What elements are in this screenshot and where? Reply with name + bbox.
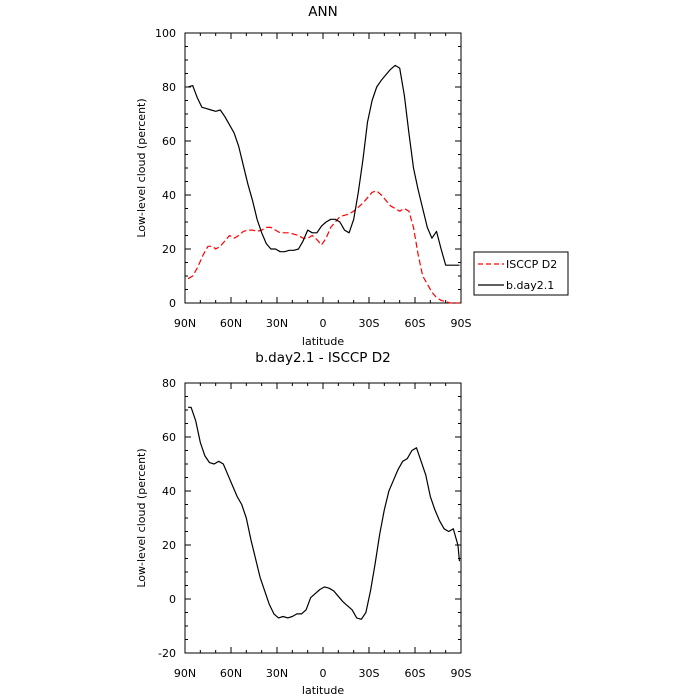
plot-frame <box>184 382 462 654</box>
top-panel-ylabel: Low-level cloud (percent) <box>135 98 148 237</box>
x-tick-label: 60S <box>405 317 426 330</box>
legend: ISCCP D2 b.day2.1 <box>473 251 569 296</box>
y-tick-label: -20 <box>158 647 176 660</box>
y-tick-label: 80 <box>162 377 176 390</box>
bottom-panel-xlabel: latitude <box>302 684 344 697</box>
x-tick-label: 30S <box>359 667 380 680</box>
legend-label-isccp: ISCCP D2 <box>506 258 557 271</box>
bottom-panel: b.day2.1 - ISCCP D2 Low-level cloud (per… <box>135 350 472 697</box>
bottom-panel-title: b.day2.1 - ISCCP D2 <box>255 350 390 366</box>
series-line-isccp-d2 <box>187 190 460 304</box>
bottom-panel-ylabel: Low-level cloud (percent) <box>135 448 148 587</box>
legend-label-bday: b.day2.1 <box>506 279 554 292</box>
x-tick-label: 30N <box>266 317 288 330</box>
y-tick-label: 20 <box>162 243 176 256</box>
x-tick-label: 30N <box>266 667 288 680</box>
top-panel-title: ANN <box>308 4 337 20</box>
y-tick-label: 0 <box>169 593 176 606</box>
y-tick-label: 60 <box>162 135 176 148</box>
x-tick-label: 90S <box>451 317 472 330</box>
y-tick-label: 40 <box>162 485 176 498</box>
series-line-diff-0 <box>188 406 461 620</box>
top-panel-xlabel: latitude <box>302 335 344 348</box>
legend-box <box>473 251 569 296</box>
series-line-b-day2-1 <box>187 64 460 266</box>
y-tick-label: 60 <box>162 431 176 444</box>
x-tick-label: 60S <box>405 667 426 680</box>
x-tick-label: 60N <box>220 317 242 330</box>
y-tick-label: 80 <box>162 81 176 94</box>
y-tick-label: 40 <box>162 189 176 202</box>
x-tick-label: 0 <box>320 667 327 680</box>
x-tick-label: 90N <box>174 317 196 330</box>
top-panel: ANN Low-level cloud (percent) latitude I… <box>135 4 569 348</box>
y-tick-label: 20 <box>162 539 176 552</box>
x-tick-label: 90S <box>451 667 472 680</box>
y-tick-label: 0 <box>169 297 176 310</box>
y-tick-label: 100 <box>155 27 176 40</box>
x-tick-label: 60N <box>220 667 242 680</box>
x-tick-label: 90N <box>174 667 196 680</box>
x-tick-label: 0 <box>320 317 327 330</box>
x-tick-label: 30S <box>359 317 380 330</box>
